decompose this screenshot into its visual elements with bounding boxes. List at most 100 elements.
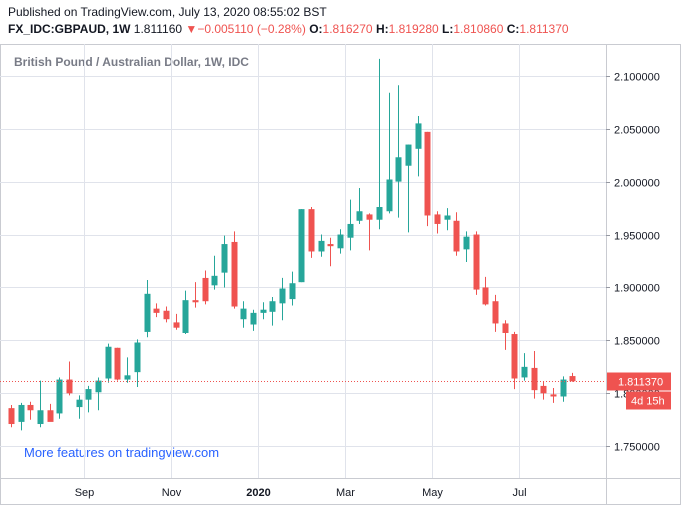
candle-body [211, 275, 218, 286]
candle[interactable] [211, 255, 218, 290]
candle[interactable] [279, 277, 286, 321]
candle-body [337, 234, 344, 249]
candle-body [250, 312, 257, 325]
candle[interactable] [27, 401, 34, 420]
candle[interactable] [560, 376, 567, 402]
candle[interactable] [569, 372, 576, 382]
candle[interactable] [473, 231, 480, 295]
candle-body [114, 347, 121, 380]
candle-body [550, 394, 557, 397]
candle-body [395, 157, 402, 182]
candle-body [444, 215, 451, 220]
candle[interactable] [550, 388, 557, 403]
candle-body [502, 323, 509, 333]
ohlc-legend: FX_IDC:GBPAUD, 1W 1.811160 ▼−0.005110 (−… [8, 22, 569, 36]
candle[interactable] [192, 282, 199, 308]
candle-body [511, 334, 518, 379]
candle[interactable] [540, 381, 547, 400]
candle-body [327, 244, 334, 247]
candle[interactable] [463, 231, 470, 263]
candle-body [76, 399, 83, 408]
candle[interactable] [221, 235, 228, 288]
candle-body [318, 240, 325, 252]
candle[interactable] [250, 309, 257, 331]
candle[interactable] [434, 211, 441, 234]
candle[interactable] [327, 237, 334, 267]
candlestick-chart[interactable]: British Pound / Australian Dollar, 1W, I… [0, 44, 681, 513]
candle-body [192, 300, 199, 303]
candle-body [308, 209, 315, 252]
candle[interactable] [415, 115, 422, 177]
candle[interactable] [85, 385, 92, 413]
high-label: H: [375, 22, 389, 36]
candle-body [56, 379, 63, 414]
candle-body [386, 179, 393, 212]
candle[interactable] [386, 92, 393, 214]
candle[interactable] [289, 271, 296, 306]
candle[interactable] [153, 303, 160, 318]
candle[interactable] [337, 229, 344, 254]
candle[interactable] [18, 402, 25, 431]
candle-body [405, 144, 412, 166]
down-arrow-icon: ▼ [185, 22, 198, 36]
candle[interactable] [511, 331, 518, 390]
x-tick-label: 2020 [246, 487, 270, 499]
candle[interactable] [269, 296, 276, 326]
candle[interactable] [453, 212, 460, 256]
candle[interactable] [502, 320, 509, 350]
countdown-label: 4d 15h [631, 396, 665, 408]
candle-body [260, 309, 267, 313]
candle[interactable] [298, 209, 305, 283]
candle-body [560, 379, 567, 397]
candle[interactable] [318, 234, 325, 257]
candle[interactable] [424, 131, 431, 227]
symbol-label[interactable]: FX_IDC:GBPAUD, 1W [8, 22, 131, 36]
candle[interactable] [240, 301, 247, 328]
candle[interactable] [124, 357, 131, 383]
candle[interactable] [366, 213, 373, 251]
candle[interactable] [144, 280, 151, 338]
candle-body [27, 404, 34, 411]
candle[interactable] [444, 208, 451, 231]
candle[interactable] [47, 403, 54, 422]
candle[interactable] [395, 85, 402, 218]
candle[interactable] [182, 290, 189, 335]
candle[interactable] [260, 302, 267, 320]
candle-body [415, 123, 422, 149]
candle[interactable] [356, 187, 363, 224]
candle-body [18, 404, 25, 422]
candle-body [279, 288, 286, 304]
chart-area[interactable]: British Pound / Australian Dollar, 1W, I… [0, 44, 681, 513]
candle[interactable] [521, 353, 528, 381]
candle-body [356, 211, 363, 221]
candle[interactable] [347, 199, 354, 251]
candle[interactable] [492, 294, 499, 332]
candle[interactable] [173, 313, 180, 330]
watermark-link[interactable]: More features on tradingview.com [24, 445, 219, 460]
candle[interactable] [405, 144, 412, 233]
published-line: Published on TradingView.com, July 13, 2… [8, 5, 327, 19]
candle[interactable] [531, 350, 538, 399]
candle[interactable] [8, 404, 15, 428]
candle[interactable] [105, 343, 112, 383]
candle[interactable] [76, 395, 83, 419]
candle-body [95, 380, 102, 393]
candle-body [569, 376, 576, 382]
candle[interactable] [482, 276, 489, 306]
candle[interactable] [231, 231, 238, 309]
candle[interactable] [95, 377, 102, 411]
candle[interactable] [308, 207, 315, 258]
open-label: O: [309, 22, 323, 36]
candle[interactable] [114, 347, 121, 381]
candle[interactable] [56, 377, 63, 419]
candle[interactable] [376, 58, 383, 230]
y-tick-label: 1.750000 [614, 442, 660, 454]
candle[interactable] [66, 361, 73, 396]
candle[interactable] [202, 270, 209, 305]
low-value: 1.810860 [453, 22, 504, 36]
x-tick-label: Mar [336, 487, 355, 499]
candle[interactable] [134, 339, 141, 387]
candle-body [47, 410, 54, 422]
candle[interactable] [37, 380, 44, 428]
candle[interactable] [163, 306, 170, 323]
